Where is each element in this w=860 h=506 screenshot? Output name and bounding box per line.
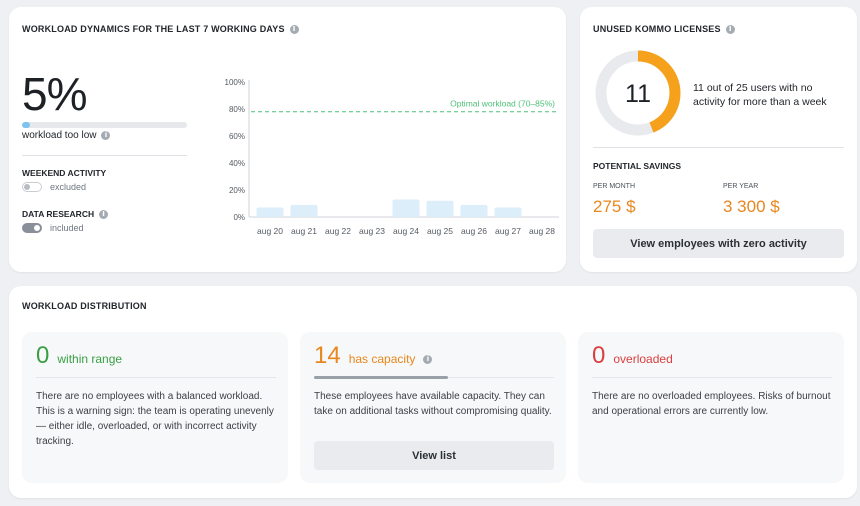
divider — [592, 377, 832, 378]
data-research-control: included — [22, 223, 84, 233]
data-research-toggle[interactable] — [22, 223, 42, 233]
licenses-count: 11 — [625, 80, 651, 108]
y-tick-label: 40% — [229, 159, 245, 168]
data-research-state: included — [50, 223, 84, 233]
workload-dynamics-title: WORKLOAD DYNAMICS FOR THE LAST 7 WORKING… — [22, 24, 299, 34]
workload-status: workload too low i — [22, 130, 111, 141]
y-tick-label: 80% — [229, 105, 245, 114]
licenses-donut: 11 — [595, 50, 681, 136]
x-tick-label: aug 27 — [495, 226, 521, 236]
weekend-activity-toggle[interactable] — [22, 182, 42, 192]
has-capacity-text: These employees have available capacity.… — [314, 391, 552, 417]
capacity-bar — [314, 376, 448, 379]
per-month-value: 275 $ — [593, 197, 636, 216]
info-icon[interactable]: i — [423, 354, 433, 364]
y-tick-label: 0% — [233, 213, 245, 222]
info-icon[interactable]: i — [101, 131, 111, 140]
y-tick-label: 100% — [225, 78, 245, 87]
has-capacity-header: 14 has capacity i — [314, 342, 433, 370]
toggle-knob — [34, 225, 40, 231]
within-range-card: 0 within range There are no employees wi… — [22, 332, 288, 483]
workload-percent: 5% — [22, 68, 87, 120]
x-tick-label: aug 23 — [359, 226, 385, 236]
within-range-count: 0 — [36, 342, 50, 369]
info-icon[interactable]: i — [289, 24, 299, 34]
per-month-label: PER MONTH — [593, 183, 635, 190]
workload-distribution-card: WORKLOAD DISTRIBUTION 0 within range The… — [9, 286, 857, 498]
overloaded-card: 0 overloaded There are no overloaded emp… — [578, 332, 844, 483]
chart-bar — [494, 207, 522, 217]
chart-bar — [290, 204, 318, 217]
info-icon[interactable]: i — [725, 24, 735, 34]
x-tick-label: aug 26 — [461, 226, 487, 236]
data-research-label: DATA RESEARCH i — [22, 209, 109, 219]
chart-bar — [392, 199, 420, 217]
x-tick-label: aug 25 — [427, 226, 453, 236]
weekend-activity-control: excluded — [22, 182, 86, 192]
chart-bar — [426, 200, 454, 217]
workload-progress-fill — [22, 122, 31, 128]
within-range-header: 0 within range — [36, 342, 122, 370]
view-zero-activity-button[interactable]: View employees with zero activity — [593, 229, 844, 258]
within-range-text: There are no employees with a balanced w… — [36, 391, 274, 447]
licenses-description: 11 out of 25 users with no activity for … — [693, 82, 827, 108]
x-tick-label: aug 28 — [529, 226, 555, 236]
x-tick-label: aug 21 — [291, 226, 317, 236]
toggle-knob — [24, 184, 30, 190]
has-capacity-card: 14 has capacity i These employees have a… — [300, 332, 566, 483]
unused-licenses-title: UNUSED KOMMO LICENSES i — [593, 24, 735, 34]
y-tick-label: 60% — [229, 132, 245, 141]
chart-bar — [460, 204, 488, 217]
overloaded-label: overloaded — [613, 352, 673, 366]
unused-licenses-card: UNUSED KOMMO LICENSES i 11 11 out of 25 … — [580, 7, 857, 272]
overloaded-header: 0 overloaded — [592, 342, 673, 370]
info-icon[interactable]: i — [99, 209, 109, 219]
workload-chart: 0% 20% 40% 60% 80% 100% aug 20 aug 21 aug 22 aug … — [225, 78, 559, 236]
workload-progress-bar — [22, 122, 187, 128]
chart-bar — [256, 207, 284, 217]
has-capacity-label-wrap: has capacity i — [349, 352, 433, 366]
has-capacity-count: 14 — [314, 342, 341, 369]
optimal-workload-label: Optimal workload (70–85%) — [450, 99, 555, 109]
divider — [593, 147, 844, 148]
potential-savings-title: POTENTIAL SAVINGS — [593, 161, 682, 171]
divider — [22, 155, 187, 156]
per-year-label: PER YEAR — [723, 183, 759, 190]
divider — [36, 377, 276, 378]
donut-fill — [595, 50, 681, 136]
weekend-activity-label: WEEKEND ACTIVITY — [22, 168, 107, 178]
per-year-value: 3 300 $ — [723, 197, 780, 216]
x-tick-label: aug 24 — [393, 226, 419, 236]
view-list-button[interactable]: View list — [314, 441, 554, 470]
weekend-activity-state: excluded — [50, 182, 87, 192]
x-tick-label: aug 22 — [325, 226, 351, 236]
divider — [448, 377, 554, 378]
workload-distribution-title: WORKLOAD DISTRIBUTION — [22, 301, 147, 311]
overloaded-count: 0 — [592, 342, 606, 369]
overloaded-text: There are no overloaded employees. Risks… — [592, 391, 831, 417]
workload-dynamics-card: WORKLOAD DYNAMICS FOR THE LAST 7 WORKING… — [9, 7, 566, 272]
within-range-label: within range — [57, 352, 123, 366]
y-tick-label: 20% — [229, 186, 245, 195]
x-tick-label: aug 20 — [257, 226, 283, 236]
has-capacity-label: has capacity — [348, 352, 416, 366]
